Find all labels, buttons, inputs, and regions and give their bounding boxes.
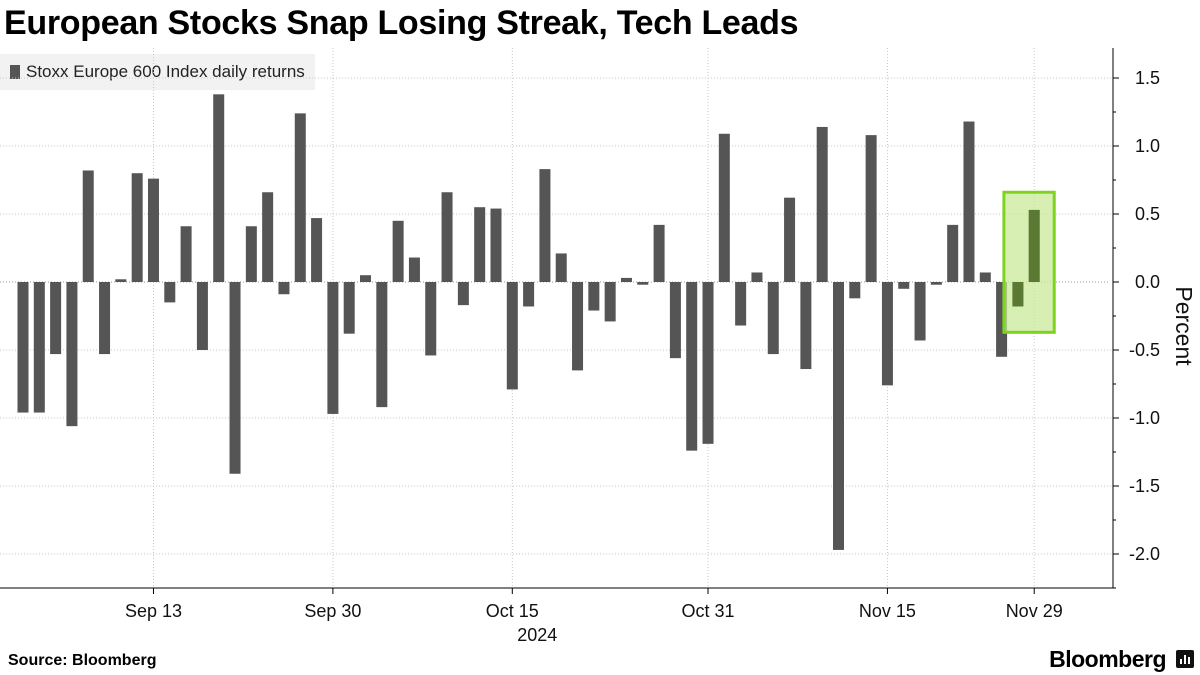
bloomberg-logo: Bloomberg xyxy=(1049,646,1166,672)
data-bar xyxy=(979,272,991,282)
data-bar xyxy=(99,282,111,355)
data-bar xyxy=(294,113,306,282)
source-note: Source: Bloomberg xyxy=(8,652,157,669)
x-tick-label: Oct 31 xyxy=(682,601,735,621)
y-tick-label: 0.5 xyxy=(1135,204,1160,224)
data-bar xyxy=(784,197,796,282)
data-bar xyxy=(50,282,62,355)
legend-swatch xyxy=(10,65,20,79)
data-bar xyxy=(245,226,257,282)
data-bar xyxy=(718,133,730,282)
data-bar xyxy=(963,121,975,283)
y-axis-label: Percent xyxy=(1171,286,1197,366)
data-bar xyxy=(457,282,469,306)
data-bar xyxy=(947,224,959,282)
data-bar xyxy=(33,282,45,413)
data-bar xyxy=(229,282,241,474)
x-tick-label: Sep 30 xyxy=(304,601,361,621)
data-bar xyxy=(898,282,910,289)
data-bar xyxy=(604,282,616,322)
data-bar xyxy=(180,226,192,282)
data-bar xyxy=(767,282,779,355)
data-bar xyxy=(637,282,649,285)
data-bar xyxy=(881,282,893,386)
highlighted-bar xyxy=(1028,209,1040,282)
x-year-label: 2024 xyxy=(517,625,557,645)
data-bar xyxy=(262,192,274,282)
data-bar xyxy=(474,207,486,282)
y-tick-label: 0.0 xyxy=(1135,272,1160,292)
y-tick-label: -0.5 xyxy=(1129,340,1160,360)
data-bar xyxy=(555,253,567,282)
data-bar xyxy=(115,279,127,282)
y-tick-label: 1.5 xyxy=(1135,68,1160,88)
y-tick-label: -1.5 xyxy=(1129,476,1160,496)
data-bar xyxy=(196,282,208,350)
data-bar xyxy=(539,169,551,282)
x-tick-label: Oct 15 xyxy=(486,601,539,621)
x-tick-label: Sep 13 xyxy=(125,601,182,621)
data-bar xyxy=(343,282,355,334)
legend: Stoxx Europe 600 Index daily returns xyxy=(0,54,315,90)
data-bar xyxy=(833,282,844,550)
data-bar xyxy=(800,282,812,370)
data-bar xyxy=(425,282,437,356)
data-bar xyxy=(408,257,420,282)
data-bar xyxy=(376,282,388,408)
data-bar xyxy=(849,282,861,299)
data-bar xyxy=(147,178,159,282)
data-bar xyxy=(523,282,535,307)
data-bar xyxy=(653,224,665,282)
data-bar xyxy=(164,282,176,303)
data-bar xyxy=(82,170,94,282)
data-bar xyxy=(751,272,763,282)
x-tick-label: Nov 29 xyxy=(1006,601,1063,621)
data-bar xyxy=(620,277,632,282)
data-bar xyxy=(669,282,681,359)
data-bar xyxy=(311,218,323,282)
chart-title: European Stocks Snap Losing Streak, Tech… xyxy=(4,4,799,42)
data-bar xyxy=(278,282,290,295)
data-bar xyxy=(702,282,714,444)
highlighted-bar xyxy=(1012,282,1024,307)
data-bar xyxy=(66,282,78,427)
data-bar xyxy=(131,173,143,282)
data-bar xyxy=(572,282,584,371)
bloomberg-terminal-icon xyxy=(1176,650,1194,668)
data-bar xyxy=(930,282,942,285)
y-tick-label: -2.0 xyxy=(1129,544,1160,564)
y-tick-label: -1.0 xyxy=(1129,408,1160,428)
data-bar xyxy=(17,282,29,413)
data-bar xyxy=(996,282,1008,357)
y-tick-label: 1.0 xyxy=(1135,136,1160,156)
data-bar xyxy=(213,94,225,282)
data-bar xyxy=(686,282,698,451)
legend-label: Stoxx Europe 600 Index daily returns xyxy=(26,62,305,81)
x-tick-label: Nov 15 xyxy=(859,601,916,621)
data-bar xyxy=(914,282,926,341)
data-bar xyxy=(490,208,502,282)
data-bar xyxy=(506,282,518,390)
data-bar xyxy=(392,220,404,282)
data-bar xyxy=(735,282,747,326)
data-bar xyxy=(327,282,339,414)
data-bar xyxy=(816,126,828,283)
data-bar xyxy=(441,192,453,282)
data-bar xyxy=(360,275,372,282)
data-bar xyxy=(865,135,877,282)
data-bar xyxy=(588,282,600,311)
